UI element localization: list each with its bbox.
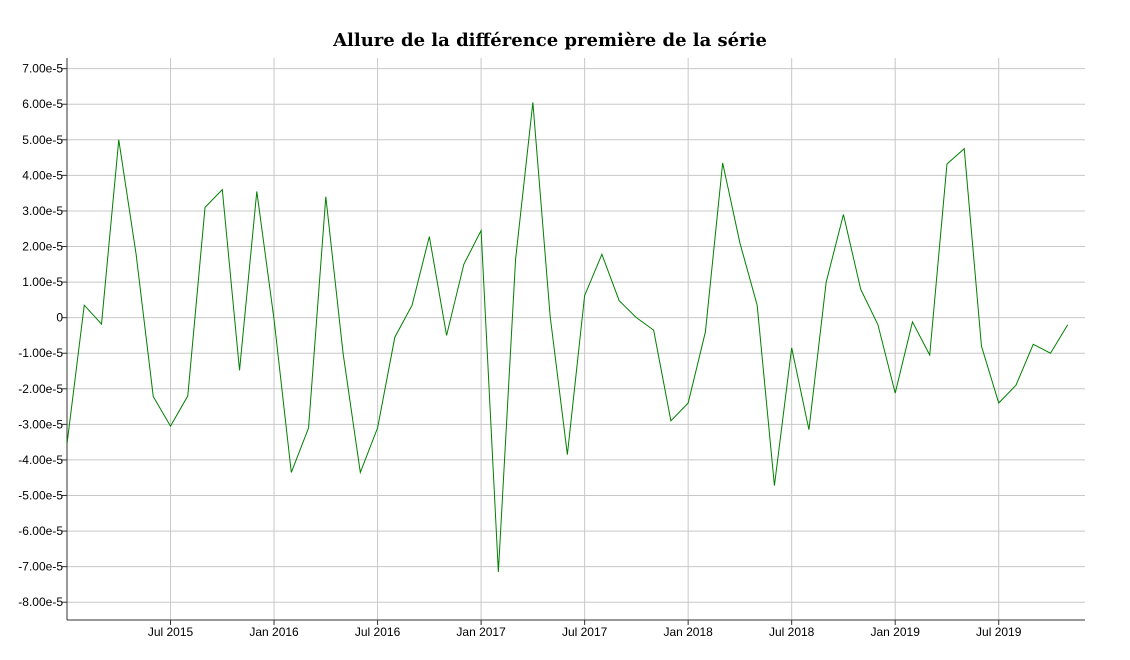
series-layer (67, 102, 1069, 573)
y-tick-label: -5.00e-5 (18, 489, 63, 503)
x-tick-label: Jul 2017 (562, 625, 608, 639)
y-tick-label: 0 (56, 311, 63, 325)
series-line-0 (67, 102, 1069, 573)
chart-title: Allure de la différence première de la s… (333, 30, 767, 51)
x-tick-label: Jul 2018 (769, 625, 815, 639)
x-tick-label: Jul 2019 (976, 625, 1022, 639)
y-tick-label: 6.00e-5 (22, 97, 63, 111)
y-tick-label: 2.00e-5 (22, 240, 63, 254)
y-tick-label: -4.00e-5 (18, 453, 63, 467)
x-tick-label: Jul 2016 (355, 625, 401, 639)
axis-layer: 7.00e-5 6.00e-5 5.00e-5 4.00e-5 3.00e-5 2.00e… (18, 58, 1085, 639)
x-tick-label: Jan 2016 (249, 625, 299, 639)
y-tick-label: -1.00e-5 (18, 346, 63, 360)
x-tick-label: Jan 2017 (456, 625, 506, 639)
y-tick-label: -8.00e-5 (18, 595, 63, 609)
y-tick-label: 4.00e-5 (22, 168, 63, 182)
x-tick-label: Jan 2019 (871, 625, 921, 639)
x-tick-label: Jan 2018 (663, 625, 713, 639)
y-tick-label: 1.00e-5 (22, 275, 63, 289)
y-tick-label: 5.00e-5 (22, 133, 63, 147)
grid-layer (67, 58, 1085, 620)
y-tick-label: 7.00e-5 (22, 62, 63, 76)
y-tick-label: -2.00e-5 (18, 382, 63, 396)
y-tick-label: 3.00e-5 (22, 204, 63, 218)
x-tick-label: Jul 2015 (148, 625, 194, 639)
y-tick-label: -3.00e-5 (18, 417, 63, 431)
y-tick-label: -7.00e-5 (18, 560, 63, 574)
y-tick-label: -6.00e-5 (18, 524, 63, 538)
